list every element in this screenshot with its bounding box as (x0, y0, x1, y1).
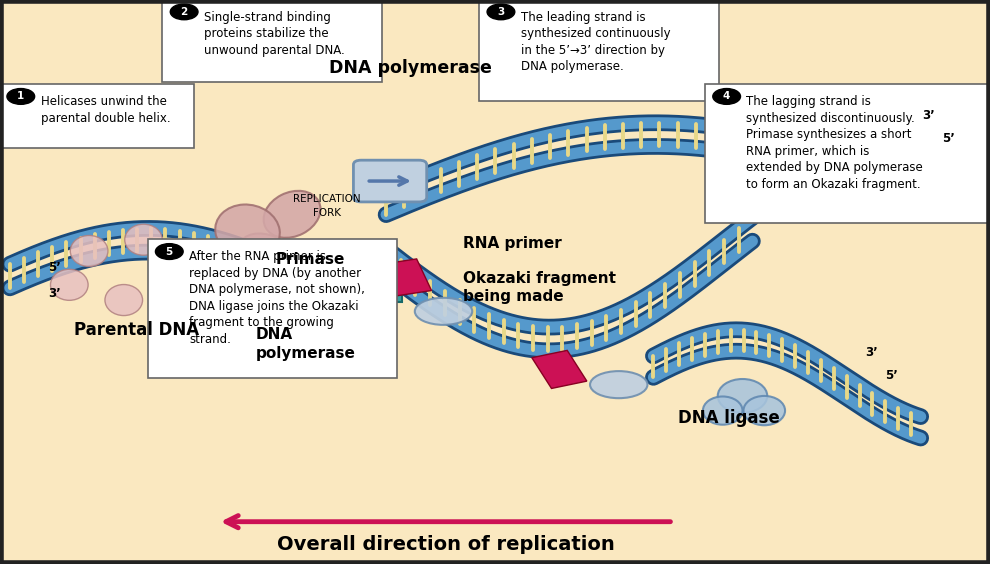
Text: 4: 4 (723, 91, 731, 102)
Ellipse shape (743, 396, 785, 425)
Text: 3’: 3’ (865, 346, 877, 359)
Ellipse shape (70, 236, 108, 266)
FancyBboxPatch shape (0, 84, 194, 148)
Text: DNA ligase: DNA ligase (678, 409, 780, 428)
Polygon shape (380, 259, 432, 296)
Circle shape (7, 89, 35, 104)
Text: FORK: FORK (313, 208, 341, 218)
Text: 5: 5 (165, 246, 173, 257)
Ellipse shape (415, 298, 472, 325)
FancyBboxPatch shape (162, 0, 382, 82)
FancyBboxPatch shape (705, 84, 989, 223)
Ellipse shape (263, 191, 321, 238)
Text: 3’: 3’ (49, 287, 60, 300)
Text: Helicases unwind the
parental double helix.: Helicases unwind the parental double hel… (41, 95, 170, 125)
Text: DNA polymerase: DNA polymerase (330, 59, 492, 77)
Text: Parental DNA: Parental DNA (74, 321, 199, 339)
FancyBboxPatch shape (352, 274, 402, 302)
Text: Primase: Primase (275, 252, 345, 267)
Text: After the RNA primer is
replaced by DNA (by another
DNA polymerase, not shown),
: After the RNA primer is replaced by DNA … (189, 250, 365, 346)
Text: 2: 2 (180, 7, 188, 17)
Ellipse shape (215, 205, 280, 258)
Ellipse shape (105, 284, 143, 316)
Text: 5’: 5’ (941, 131, 955, 145)
Ellipse shape (718, 379, 767, 413)
Ellipse shape (590, 371, 647, 398)
Text: 3: 3 (497, 7, 505, 17)
Ellipse shape (125, 224, 162, 255)
FancyBboxPatch shape (479, 0, 719, 101)
FancyBboxPatch shape (353, 160, 427, 202)
Circle shape (487, 4, 515, 20)
Text: RNA primer: RNA primer (463, 236, 562, 251)
Text: 1: 1 (17, 91, 25, 102)
Text: 5’: 5’ (48, 261, 61, 275)
Ellipse shape (50, 270, 88, 300)
Text: REPLICATION: REPLICATION (293, 193, 360, 204)
Text: 5’: 5’ (884, 368, 898, 382)
Ellipse shape (703, 396, 742, 425)
Ellipse shape (238, 233, 297, 280)
Text: Overall direction of replication: Overall direction of replication (276, 535, 615, 554)
Circle shape (170, 4, 198, 20)
Text: 3’: 3’ (923, 109, 935, 122)
Circle shape (155, 244, 183, 259)
Text: The leading strand is
synthesized continuously
in the 5’→3’ direction by
DNA pol: The leading strand is synthesized contin… (521, 11, 670, 73)
Text: Okazaki fragment
being made: Okazaki fragment being made (463, 271, 617, 305)
FancyBboxPatch shape (148, 239, 397, 378)
Text: DNA
polymerase: DNA polymerase (255, 327, 355, 361)
Circle shape (713, 89, 741, 104)
Polygon shape (532, 350, 587, 389)
Text: The lagging strand is
synthesized discontinuously.
Primase synthesizes a short
R: The lagging strand is synthesized discon… (746, 95, 924, 191)
Text: Single-strand binding
proteins stabilize the
unwound parental DNA.: Single-strand binding proteins stabilize… (204, 11, 345, 57)
